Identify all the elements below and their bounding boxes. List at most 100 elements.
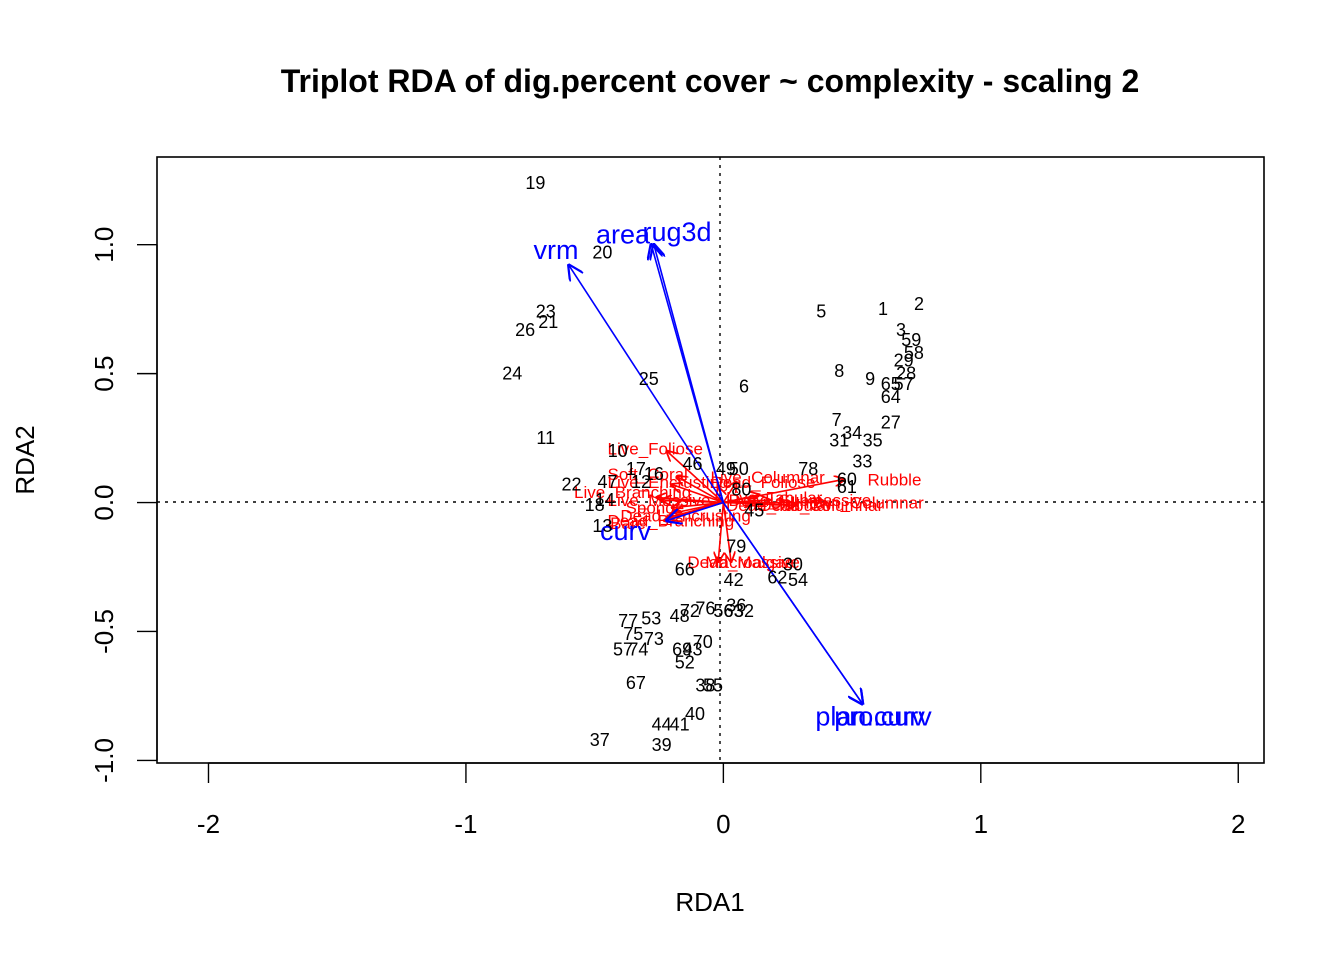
environment-label: plan.curv [815,702,925,732]
plot-frame [156,156,1265,764]
site-label: 7 [832,410,842,430]
site-label: 57 [894,374,914,394]
y-tick-label: 0.0 [89,484,119,520]
site-label: 28 [896,364,916,384]
site-label: 80 [731,480,751,500]
site-label: 59 [901,330,921,350]
species-arrow [718,502,723,562]
site-label: 77 [618,611,638,631]
site-label: 60 [837,469,857,489]
species-label: Dead_Encrusting [620,506,750,525]
species-label: Live_Columnar [711,468,826,487]
y-tick-label: -0.5 [89,609,119,654]
site-label: 76 [695,598,715,618]
site-label: 2 [914,294,924,314]
site-label: 65 [881,374,901,394]
site-label: 70 [693,632,713,652]
species-layer: Live_Foliose Soft_CoralLive_EncrustingLiv… [574,439,924,571]
y-axis-label: RDA2 [10,425,40,494]
site-label: 18 [585,495,605,515]
species-label: Live_Foliose [608,439,703,458]
site-label: 29 [894,351,914,371]
site-label: 73 [644,629,664,649]
site-label: 52 [675,652,695,672]
site-label: 6 [739,377,749,397]
site-label: 74 [628,640,648,660]
site-label: 64 [881,387,901,407]
site-label: 14 [595,490,615,510]
site-label: 21 [538,312,558,332]
site-label: 31 [829,431,849,451]
site-label: 49 [716,459,736,479]
site-label: 19 [525,173,545,193]
species-arrow [722,502,731,562]
environment-label: rug3d [643,217,712,247]
x-tick-label: -2 [197,809,220,839]
site-label: 39 [652,735,672,755]
site-label: 79 [726,536,746,556]
site-label: 38 [695,676,715,696]
site-label: 72 [680,601,700,621]
site-label: 33 [852,451,872,471]
site-label: 16 [644,464,664,484]
site-label: 36 [726,596,746,616]
site-label: 12 [631,472,651,492]
site-label: 24 [502,364,522,384]
site-label: 47 [598,472,618,492]
site-label: 27 [881,413,901,433]
site-label: 43 [682,640,702,660]
species-label: Dead_Foliose [711,473,816,492]
chart-title: Triplot RDA of dig.percent cover ~ compl… [281,63,1140,99]
environment-arrow [722,502,862,704]
x-tick-label: 0 [716,809,730,839]
site-label: 46 [682,454,702,474]
environment-label: pro.curv [834,702,932,732]
environment-label: area [596,219,651,249]
site-label: 48 [670,606,690,626]
site-label: 8 [834,361,844,381]
x-tick-label: 2 [1231,809,1245,839]
species-arrow [672,484,724,504]
site-label: 26 [515,320,535,340]
site-label: 1 [878,299,888,319]
environment-label: vrm [534,235,579,265]
site-label: 66 [675,560,695,580]
site-label: 61 [837,477,857,497]
species-label: Dead_Submassive [729,491,872,510]
site-label: 5 [816,302,826,322]
site-label: 54 [788,570,808,590]
plot-area: -2 -1 0 1 2 -1.0-0.50.00.51.0 Live_FolioseSo… [89,156,1265,839]
site-label: 62 [767,567,787,587]
site-label: 3 [896,320,906,340]
site-label: 17 [626,459,646,479]
x-axis: -2 -1 0 1 2 [197,762,1245,839]
x-tick-label: 1 [974,809,988,839]
site-label: 10 [608,441,628,461]
site-label: 23 [536,302,556,322]
y-tick-label: 0.5 [89,356,119,392]
y-tick-label: -1.0 [89,738,119,783]
site-label: 78 [798,459,818,479]
x-axis-label: RDA1 [675,887,744,917]
environment-arrow [569,265,725,503]
site-label: 44 [652,714,672,734]
species-label: Macroalgae [705,553,794,572]
site-label: 32 [734,601,754,621]
site-label: 35 [863,431,883,451]
site-label: 67 [626,673,646,693]
site-label: 58 [904,343,924,363]
site-label: 63 [724,601,744,621]
species-label: Rubble [868,470,922,489]
site-label: 13 [592,516,612,536]
species-arrow [723,479,844,504]
species-label: Unknown_Columnar [770,494,924,513]
site-label: 37 [590,730,610,750]
species-arrow [667,451,724,504]
site-label: 69 [672,640,692,660]
site-label: 40 [685,704,705,724]
site-label: 45 [744,500,764,520]
site-label: 25 [639,369,659,389]
site-label: 53 [641,609,661,629]
